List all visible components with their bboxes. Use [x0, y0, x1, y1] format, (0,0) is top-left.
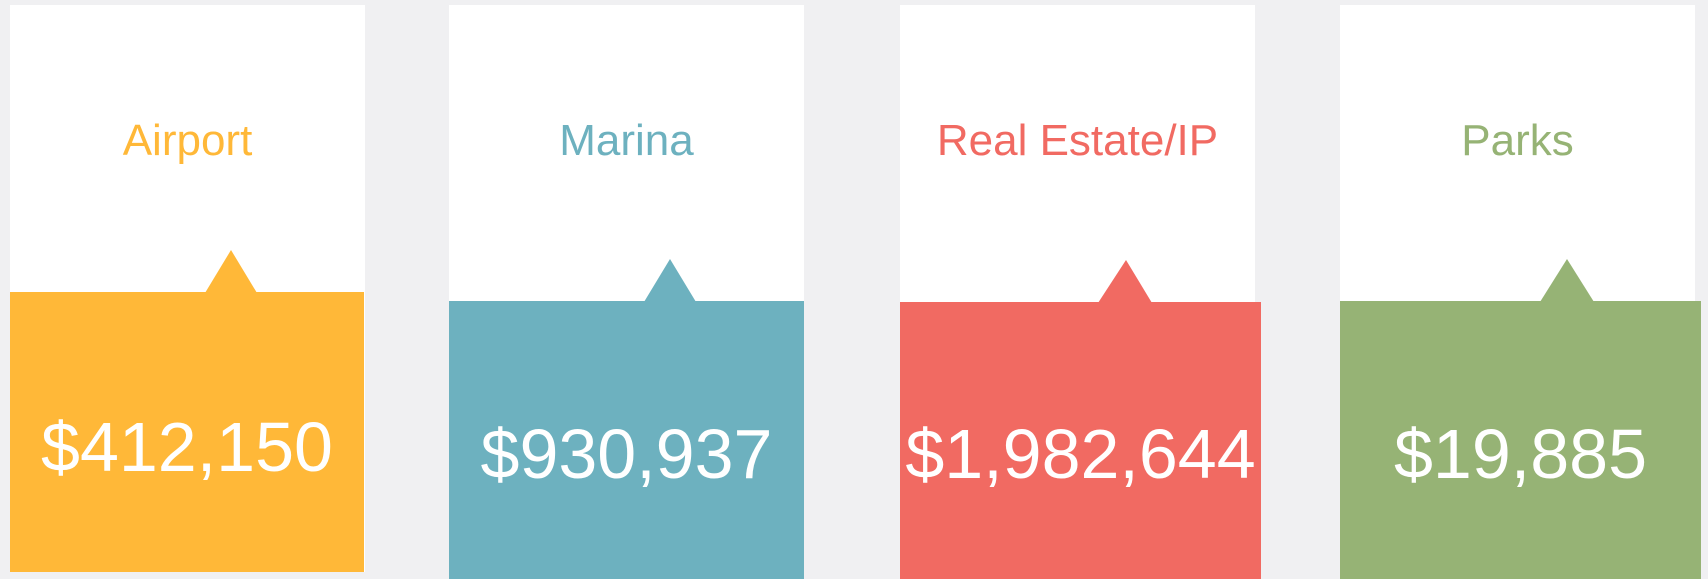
card-value: $412,150	[41, 408, 333, 486]
card-label: Real Estate/IP	[936, 116, 1219, 165]
card: Parks $19,885	[1340, 5, 1701, 579]
pointer	[1098, 260, 1152, 303]
card-panel: $1,982,644	[900, 260, 1261, 579]
card-value: $930,937	[480, 415, 773, 493]
card-panel: $930,937	[449, 259, 804, 579]
card-value: $1,982,644	[905, 415, 1256, 493]
card-label: Parks	[1461, 116, 1574, 165]
card: Airport $412,150	[10, 5, 365, 572]
pointer	[1540, 259, 1594, 302]
card-panel: $19,885	[1340, 259, 1701, 579]
card-label: Airport	[122, 116, 253, 165]
card-panel: $412,150	[10, 250, 364, 572]
card: Real Estate/IP $1,982,644	[900, 5, 1261, 579]
card: Marina $930,937	[449, 5, 804, 579]
pointer	[644, 259, 696, 302]
card-label: Marina	[559, 116, 694, 165]
pointer	[205, 250, 257, 293]
card-value: $19,885	[1393, 415, 1648, 493]
